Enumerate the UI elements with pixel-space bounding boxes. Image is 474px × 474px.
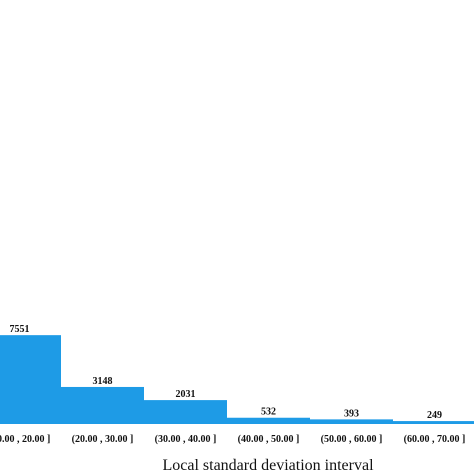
bar [61,386,144,424]
bar [0,335,61,424]
x-tick-label: (40.00 , 50.00 ] [238,434,300,445]
bar [144,400,227,424]
bar [227,417,310,424]
bars-group [0,335,474,424]
bar-value-label: 249 [427,410,442,421]
bar-value-label: 7551 [10,324,30,335]
x-tick-labels-group: (10.00 , 20.00 ] (20.00 , 30.00 ] (30.00 ,… [0,434,465,445]
bar-value-label: 532 [261,407,276,418]
bar-value-label: 3148 [93,376,113,387]
x-axis-label: Local standard deviation interval [162,457,374,474]
bar-value-label: 2031 [176,389,196,400]
x-tick-label: (60.00 , 70.00 ] [404,434,466,445]
bar [393,421,474,424]
bar [310,419,393,424]
value-labels-group: 7551 3148 2031 532 393 249 [10,324,443,421]
bar-value-label: 393 [344,408,359,419]
x-tick-label: (30.00 , 40.00 ] [155,434,217,445]
x-tick-label: (50.00 , 60.00 ] [321,434,383,445]
x-tick-label: (20.00 , 30.00 ] [72,434,134,445]
x-tick-label: (10.00 , 20.00 ] [0,434,50,445]
